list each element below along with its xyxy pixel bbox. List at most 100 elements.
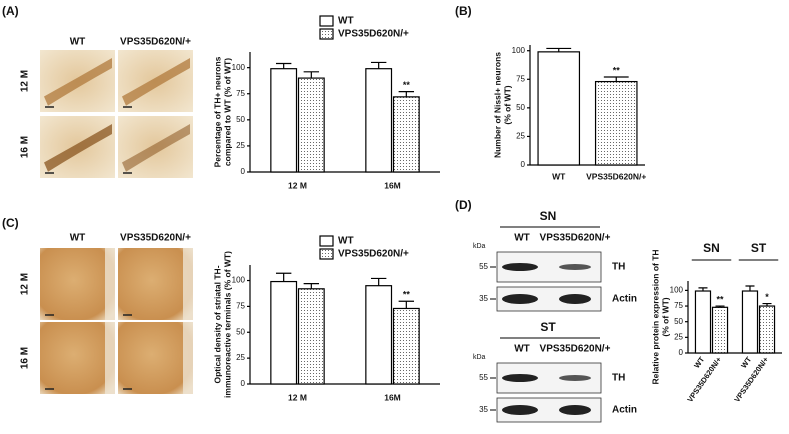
panel-label: (B) (455, 4, 472, 18)
error-bar (275, 272, 292, 282)
bar (270, 280, 298, 385)
y-tick-label: 100 (512, 46, 526, 55)
legend-swatch (319, 28, 334, 40)
bar (392, 307, 420, 385)
column-label: WT (70, 233, 86, 244)
y-tick-label: 100 (670, 286, 684, 295)
error-bar (715, 305, 725, 308)
y-axis-label: Number of Nissl+ neurons (492, 52, 502, 158)
tissue-edge (105, 248, 115, 320)
legend-swatch (319, 15, 334, 27)
y-tick-label: 0 (521, 160, 526, 169)
bar (694, 290, 712, 354)
significance: ** (613, 65, 621, 75)
error-bar (546, 47, 572, 52)
y-tick-label: 25 (236, 353, 245, 362)
bar (594, 80, 638, 166)
error-bar (762, 302, 772, 307)
legend-label: WT (338, 236, 354, 247)
blot-band (559, 405, 591, 415)
error-bar (398, 300, 415, 309)
tissue-stain (122, 58, 190, 106)
blot-column: WT (514, 344, 530, 355)
y-axis-label: Optical density of striatal TH- (212, 265, 222, 383)
blot-marker: 35 (479, 294, 488, 303)
tissue-edge (105, 322, 115, 394)
error-bar (745, 285, 755, 292)
legend-label: VPS35D620N/+ (338, 249, 409, 260)
y-axis-label: Percentage of TH+ neurons (212, 56, 222, 167)
blot-column: WT (514, 233, 530, 244)
blot-column: VPS35D620N/+ (540, 344, 611, 355)
y-tick-label: 75 (674, 301, 683, 310)
y-tick-label: 25 (674, 332, 683, 341)
blot-marker: 35 (479, 405, 488, 414)
micrograph (40, 248, 115, 320)
bar (297, 77, 325, 173)
row-label: 12 M (20, 273, 31, 295)
y-axis-label: (% of WT) (502, 85, 512, 124)
y-axis-label: (% of WT) (660, 297, 670, 336)
micrograph (118, 248, 193, 320)
tissue-edge (183, 322, 193, 394)
tissue-stain (44, 124, 112, 172)
bar (270, 68, 298, 173)
legend-label: WT (338, 16, 354, 27)
category-label: ST (751, 241, 767, 255)
error-bar (303, 71, 320, 79)
x-tick-label: 12 M (288, 180, 307, 190)
x-tick-label: VPS35D620N/+ (586, 171, 646, 181)
bar (365, 285, 393, 385)
error-bar (370, 61, 387, 69)
legend-swatch (319, 248, 334, 260)
significance: * (765, 292, 769, 302)
blot-band (559, 264, 591, 270)
blot-marker: 55 (479, 373, 488, 382)
y-tick-label: 0 (241, 379, 246, 388)
blot-title: SN (540, 209, 557, 223)
row-label: 12 M (20, 70, 31, 92)
blot-column: VPS35D620N/+ (540, 233, 611, 244)
y-tick-label: 0 (679, 348, 684, 357)
blot-unit: kDa (473, 354, 486, 361)
bar (297, 288, 325, 385)
y-tick-label: 50 (516, 103, 525, 112)
blot-band (559, 294, 591, 304)
bar (392, 96, 420, 173)
tissue-edge (183, 248, 193, 320)
y-tick-label: 25 (236, 141, 245, 150)
tissue-stain (44, 58, 112, 106)
blot-band (559, 375, 591, 381)
bar (711, 306, 729, 354)
y-axis-label: immunoreactive terminals (% of WT) (222, 251, 232, 398)
blot-band (502, 374, 538, 382)
blot-band (502, 405, 538, 415)
blot-band (502, 263, 538, 271)
y-axis-label: compared to WT (% of WT) (222, 58, 232, 166)
error-bar (698, 287, 708, 292)
y-axis-label: Relative protein expression of TH (650, 249, 660, 384)
error-bar (398, 91, 415, 97)
bar (741, 290, 759, 354)
y-tick-label: 50 (236, 115, 245, 124)
column-label: WT (70, 37, 86, 48)
y-tick-label: 25 (516, 132, 525, 141)
y-tick-label: 50 (236, 327, 245, 336)
y-tick-label: 100 (232, 276, 246, 285)
row-label: 16 M (20, 136, 31, 158)
legend-label: VPS35D620N/+ (338, 29, 409, 40)
micrograph (118, 322, 193, 394)
x-tick-label: 16M (384, 180, 401, 190)
row-label: 16 M (20, 347, 31, 369)
bar (365, 68, 393, 173)
x-tick-label: 12 M (288, 392, 307, 402)
micrograph (40, 322, 115, 394)
error-bar (303, 283, 320, 289)
panel-label: (D) (455, 198, 472, 212)
x-tick-label: WT (552, 171, 566, 181)
significance: ** (403, 290, 411, 300)
y-tick-label: 50 (674, 317, 683, 326)
legend-swatch (319, 235, 334, 247)
y-tick-label: 0 (241, 167, 246, 176)
